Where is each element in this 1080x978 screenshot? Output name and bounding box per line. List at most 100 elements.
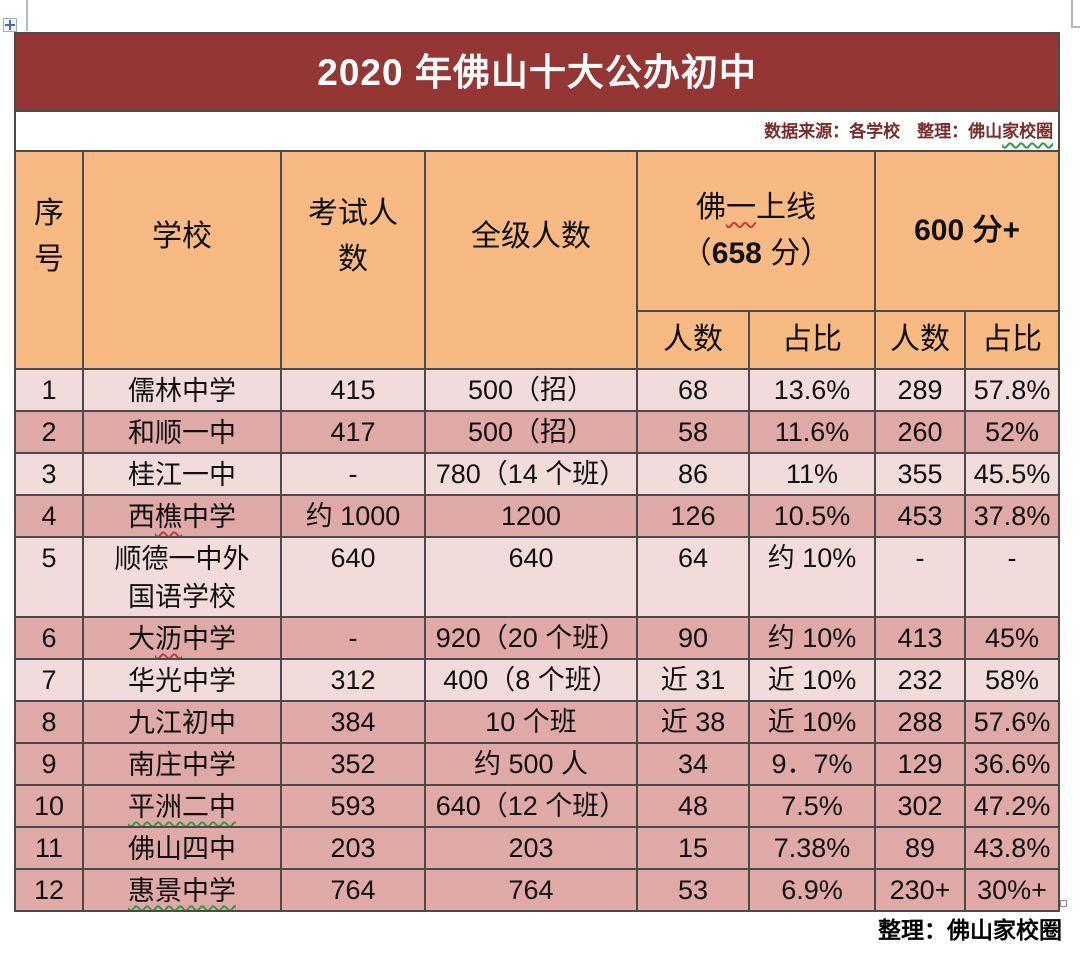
cell-exam-count: - [280, 452, 426, 496]
cell-foshan-one-count: 15 [636, 826, 750, 870]
cell-no: 7 [14, 658, 84, 702]
table-row: 6 大沥中学 - 920（20 个班） 90 约 10% 413 45% [14, 616, 1061, 660]
cell-foshan-one-count: 126 [636, 494, 750, 538]
cell-foshan-one-count: 64 [636, 536, 750, 618]
cell-grade-count: 1200 [424, 494, 638, 538]
cell-exam-count: - [280, 616, 426, 660]
footer-credit: 整理：佛山家校圈 [878, 917, 1062, 943]
cell-foshan-one-ratio: 10.5% [748, 494, 876, 538]
school-ranking-table: 2020 年佛山十大公办初中 数据来源：各学校 整理：佛山家校圈 序号 学校 考… [13, 32, 1061, 912]
cell-foshan-one-count: 58 [636, 410, 750, 454]
col-header-grade-count: 全级人数 [424, 150, 638, 370]
cell-foshan-one-ratio: 近 10% [748, 700, 876, 744]
cell-school-name: 平洲二中 [82, 784, 282, 828]
cell-600-ratio: 43.8% [963, 826, 1061, 870]
cell-foshan-one-ratio: 11.6% [748, 410, 876, 454]
text-run: 号 [34, 243, 64, 276]
cell-no: 2 [14, 410, 84, 454]
cell-600-count: 89 [874, 826, 966, 870]
cell-600-ratio: 45% [963, 616, 1061, 660]
cell-school-name: 惠景中学 [82, 868, 282, 912]
cell-foshan-one-ratio: 近 10% [748, 658, 876, 702]
cell-grade-count: 920（20 个班） [424, 616, 638, 660]
header-row-1: 序号 学校 考试人数 全级人数 佛一上线 （658 分） 600 分+ [14, 150, 1061, 370]
text-run: 数 [338, 243, 368, 276]
cell-school-name: 西樵中学 [82, 494, 282, 538]
cell-600-ratio: 57.6% [963, 700, 1061, 744]
text-run: 儒林中学 [128, 376, 236, 406]
text-run: 佛山四中 [128, 834, 236, 864]
text-run: 樵 [155, 502, 182, 532]
col-header-600-plus: 600 分+ [873, 150, 1061, 312]
table-row: 4 西樵中学 约 1000 1200 126 10.5% 453 37.8% [14, 494, 1061, 538]
cell-600-count: 289 [874, 368, 966, 412]
table-row: 7 华光中学 312 400（8 个班） 近 31 近 10% 232 58% [14, 658, 1061, 702]
cell-grade-count: 400（8 个班） [424, 658, 638, 702]
text-run: 考试人 [308, 196, 398, 230]
text-run: 平洲二中 [128, 792, 236, 822]
text-run: 沥 [155, 624, 182, 654]
cell-grade-count: 10 个班 [424, 700, 638, 744]
cell-exam-count: 764 [280, 868, 426, 912]
table-row: 1 儒林中学 415 500（招） 68 13.6% 289 57.8% [14, 368, 1061, 412]
cell-600-count: 260 [874, 410, 966, 454]
cell-600-ratio: 52% [963, 410, 1061, 454]
cell-school-name: 南庄中学 [82, 742, 282, 786]
table-row: 2 和顺一中 417 500（招） 58 11.6% 260 52% [14, 410, 1061, 454]
cell-school-name: 九江初中 [82, 700, 282, 744]
cell-no: 12 [14, 868, 84, 912]
cell-no: 9 [14, 742, 84, 786]
text-run: 九江初中 [128, 708, 236, 738]
cell-exam-count: 417 [280, 410, 426, 454]
cell-foshan-one-ratio: 约 10% [748, 616, 876, 660]
col-header-foshan-one-cutoff: 佛一上线 （658 分） [636, 150, 876, 312]
cell-no: 6 [14, 616, 84, 660]
subheader-foshan-ratio: 占比 [748, 310, 876, 370]
table-row: 5 顺德一中外 国语学校 640 640 64 约 10% - - [14, 536, 1061, 618]
cell-600-count: 355 [874, 452, 966, 496]
cell-600-ratio: 37.8% [963, 494, 1061, 538]
cell-no: 5 [14, 536, 84, 618]
table-resize-handle[interactable] [1060, 900, 1067, 907]
text-run: 一 [726, 190, 756, 224]
text-run: 惠景中学 [128, 876, 236, 906]
cell-600-ratio: - [963, 536, 1061, 618]
cell-school-name: 华光中学 [82, 658, 282, 702]
cell-600-count: 453 [874, 494, 966, 538]
title-banner-row: 2020 年佛山十大公办初中 [13, 32, 1061, 112]
text-run: 佛 [696, 190, 726, 224]
cell-600-count: 230+ [874, 868, 966, 912]
text-cursor [26, 0, 28, 31]
cell-foshan-one-count: 68 [636, 368, 750, 412]
cell-exam-count: 312 [280, 658, 426, 702]
cell-foshan-one-ratio: 约 10% [748, 536, 876, 618]
cell-600-ratio: 45.5% [963, 452, 1061, 496]
cell-600-ratio: 36.6% [963, 742, 1061, 786]
text-run: 序 [34, 196, 64, 230]
cell-no: 10 [14, 784, 84, 828]
subheader-600-count: 人数 [874, 310, 966, 370]
text-run: 数据来源：各学校 整理：佛山 [764, 122, 1003, 141]
cell-grade-count: 780（14 个班） [424, 452, 638, 496]
cell-grade-count: 500（招） [424, 368, 638, 412]
source-note: 数据来源：各学校 整理：佛山家校圈 [13, 110, 1061, 152]
text-run: 上线 [756, 190, 816, 224]
text-run: 中学 [182, 502, 236, 532]
table-row: 9 南庄中学 352 约 500 人 34 9．7% 129 36.6% [14, 742, 1061, 786]
source-note-row: 数据来源：各学校 整理：佛山家校圈 [13, 110, 1061, 152]
cell-600-count: 302 [874, 784, 966, 828]
text-run: 南庄中学 [128, 750, 236, 780]
col-header-school: 学校 [82, 150, 282, 370]
cell-grade-count: 约 500 人 [424, 742, 638, 786]
text-run: 西 [128, 502, 155, 532]
cell-grade-count: 500（招） [424, 410, 638, 454]
cell-grade-count: 203 [424, 826, 638, 870]
cell-foshan-one-ratio: 9．7% [748, 742, 876, 786]
cell-no: 1 [14, 368, 84, 412]
cell-school-name: 大沥中学 [82, 616, 282, 660]
text-run: 桂江一中 [128, 460, 236, 490]
cell-foshan-one-ratio: 13.6% [748, 368, 876, 412]
table-move-handle[interactable] [3, 18, 17, 32]
cell-exam-count: 352 [280, 742, 426, 786]
